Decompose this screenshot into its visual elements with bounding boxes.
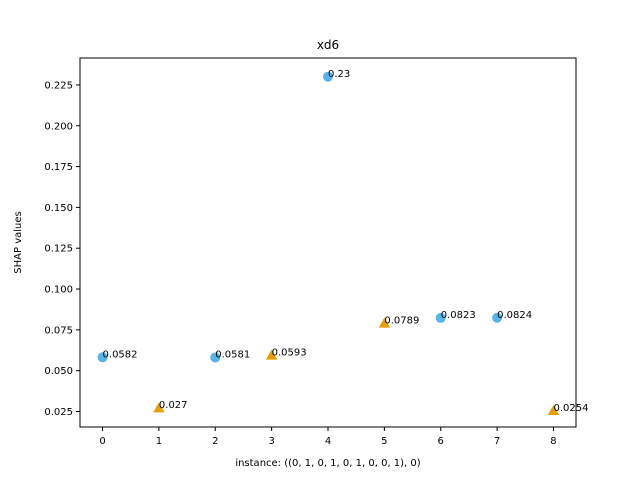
plot-frame	[79, 57, 577, 428]
triangle-point	[265, 349, 278, 360]
x-tick-label: 5	[381, 436, 387, 447]
y-axis-label: SHAP values	[13, 211, 24, 273]
y-tick-label: 0.175	[44, 162, 73, 173]
y-tick-label: 0.050	[44, 366, 73, 377]
circle-point	[492, 312, 503, 323]
x-tick-label: 2	[212, 436, 218, 447]
data-label: 0.0581	[215, 349, 250, 360]
y-tick-label: 0.100	[44, 285, 73, 296]
circle-point	[97, 352, 108, 363]
y-tick-label: 0.150	[44, 203, 73, 214]
y-axis-ticks: 0.025 0.050 0.075 0.100 0.125 0.150 0.175 0.200…	[44, 80, 80, 418]
y-tick-label: 0.125	[44, 244, 73, 255]
y-tick-label: 0.025	[44, 407, 73, 418]
x-tick-label: 8	[550, 436, 556, 447]
x-axis-ticks: 0 1 2 3 4 5 6 7 8	[99, 427, 557, 447]
x-tick-label: 3	[268, 436, 274, 447]
data-label: 0.0789	[384, 315, 419, 326]
data-label: 0.0593	[272, 347, 307, 358]
circle-point	[210, 352, 221, 363]
data-label: 0.0254	[553, 403, 588, 414]
circle-point	[323, 71, 333, 82]
data-label: 0.0582	[103, 349, 138, 360]
x-tick-label: 0	[99, 436, 105, 447]
data-label: 0.0823	[441, 310, 476, 321]
x-tick-label: 4	[325, 436, 331, 447]
x-tick-label: 1	[156, 436, 162, 447]
triangle-point	[153, 402, 165, 413]
data-label: 0.0824	[497, 310, 532, 321]
triangle-point	[547, 404, 560, 416]
y-tick-label: 0.225	[44, 80, 73, 91]
chart-title: xd6	[317, 38, 339, 52]
circle-point	[435, 312, 446, 323]
y-tick-label: 0.200	[44, 121, 73, 132]
x-tick-label: 6	[438, 436, 444, 447]
y-tick-label: 0.075	[44, 325, 73, 336]
triangle-point	[378, 317, 391, 328]
x-tick-label: 7	[494, 436, 500, 447]
x-axis-label: instance: ((0, 1, 0, 1, 0, 1, 0, 0, 1), …	[235, 458, 420, 469]
plot-marks: 0.0582 0.027 0.0581 0.0593 0.23 0.0789 0.0823 0…	[97, 69, 588, 416]
data-label: 0.027	[159, 400, 188, 411]
data-label: 0.23	[328, 69, 350, 80]
